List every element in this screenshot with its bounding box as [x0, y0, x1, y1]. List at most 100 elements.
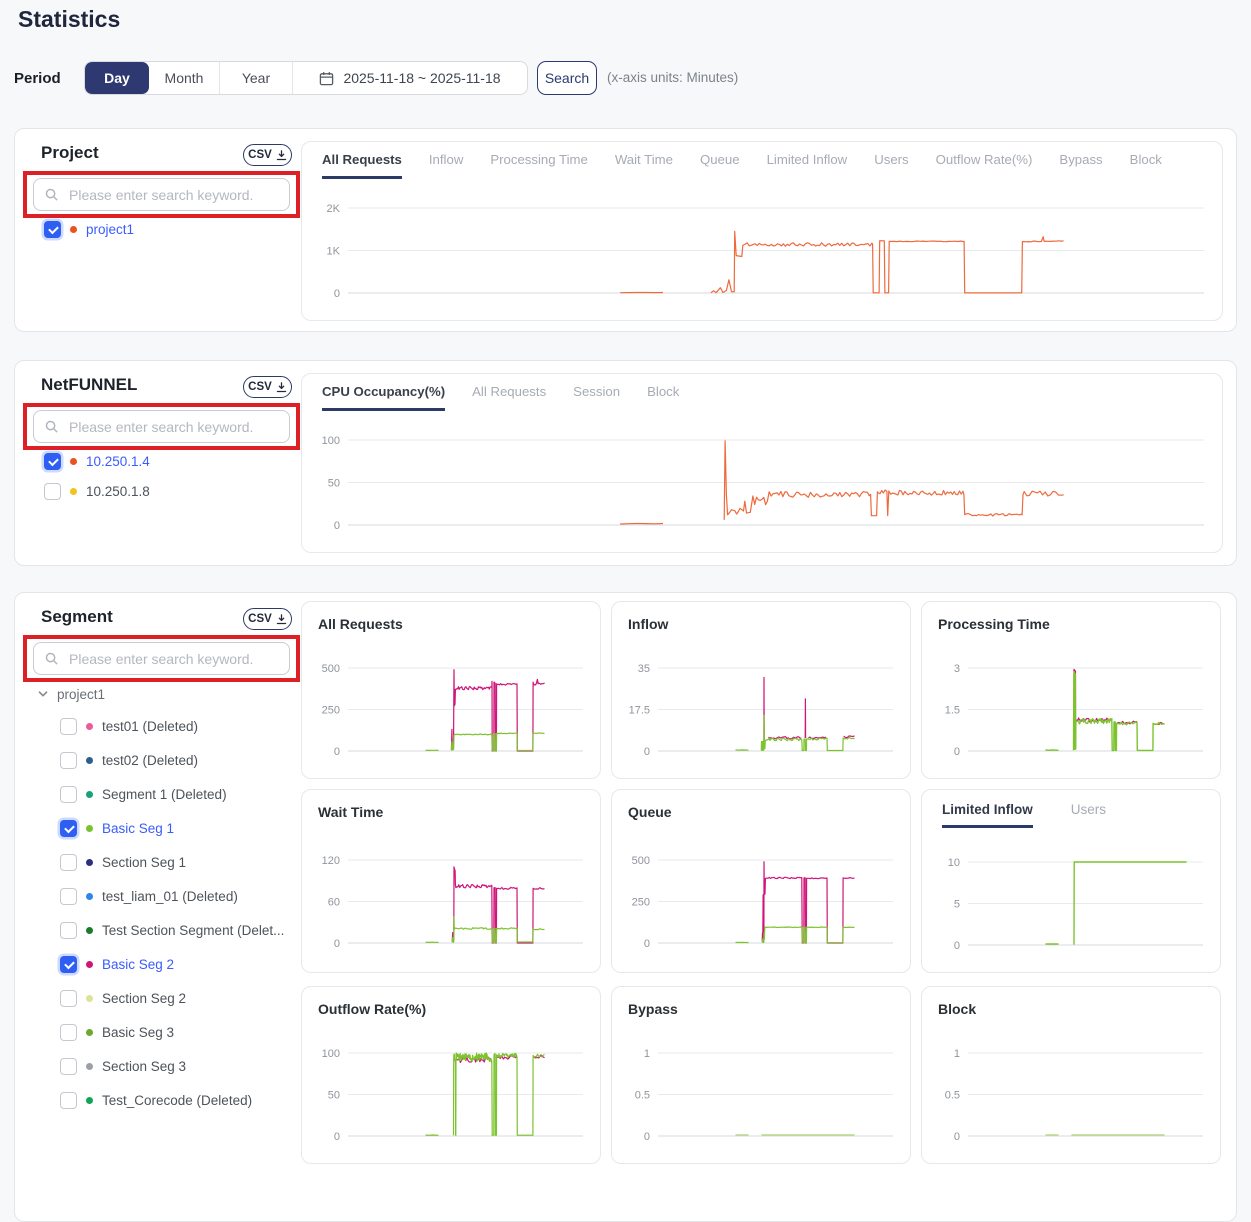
- segment-item[interactable]: test_liam_01 (Deleted): [60, 885, 238, 907]
- segment-item-label: test02 (Deleted): [102, 752, 199, 768]
- project-search-input[interactable]: [67, 185, 279, 204]
- svg-text:0: 0: [334, 288, 340, 300]
- svg-text:0: 0: [644, 1131, 650, 1143]
- svg-text:50: 50: [328, 1090, 340, 1102]
- series-color-dot: [86, 1062, 93, 1070]
- segment-item-label: Basic Seg 2: [102, 956, 175, 972]
- checkbox[interactable]: [60, 989, 77, 1007]
- segment-item-label: Section Seg 1: [102, 854, 187, 870]
- tab-bypass[interactable]: Bypass: [1059, 152, 1103, 167]
- checkbox[interactable]: [44, 220, 61, 238]
- segment-item[interactable]: Test_Corecode (Deleted): [60, 1089, 252, 1111]
- period-day-button[interactable]: Day: [85, 62, 149, 94]
- mini-chart-title: Wait Time: [318, 804, 384, 820]
- segment-item[interactable]: Basic Seg 2: [60, 953, 174, 975]
- checkbox[interactable]: [60, 853, 77, 871]
- netfunnel-item-10-250-1-4[interactable]: 10.250.1.4: [44, 450, 150, 472]
- tab-limited-inflow[interactable]: Limited Inflow: [942, 802, 1033, 828]
- segment-item[interactable]: Segment 1 (Deleted): [60, 783, 227, 805]
- tab-all-requests[interactable]: All Requests: [322, 152, 402, 179]
- checkbox[interactable]: [60, 819, 77, 837]
- checkbox[interactable]: [44, 482, 61, 500]
- search-icon: [44, 651, 59, 666]
- segment-panel: Segment CSV project1 test01 (Deleted) te…: [14, 592, 1237, 1222]
- tab-session[interactable]: Session: [573, 384, 621, 399]
- queue-chart: 0 250 500: [620, 846, 897, 956]
- tab-users[interactable]: Users: [1070, 802, 1107, 817]
- tab-cpu-occupancy[interactable]: CPU Occupancy(%): [322, 384, 446, 411]
- series-color-dot: [86, 824, 93, 832]
- tab-inflow[interactable]: Inflow: [428, 152, 464, 167]
- netfunnel-search-input[interactable]: [67, 417, 279, 436]
- download-icon: [276, 613, 287, 625]
- segment-item-label: Basic Seg 3: [102, 1024, 175, 1040]
- period-year-button[interactable]: Year: [219, 62, 292, 94]
- netfunnel-chart-card: CPU Occupancy(%) All Requests Session Bl…: [301, 373, 1223, 553]
- search-icon: [44, 419, 59, 434]
- checkbox[interactable]: [60, 1091, 77, 1109]
- series-color-dot: [86, 790, 93, 798]
- svg-text:500: 500: [632, 855, 650, 867]
- svg-text:0.5: 0.5: [945, 1090, 960, 1102]
- tab-queue[interactable]: Queue: [699, 152, 740, 167]
- tab-outflow-rate[interactable]: Outflow Rate(%): [935, 152, 1033, 167]
- segment-item[interactable]: Basic Seg 1: [60, 817, 174, 839]
- checkbox[interactable]: [60, 1023, 77, 1041]
- segment-item[interactable]: test01 (Deleted): [60, 715, 198, 737]
- search-button[interactable]: Search: [537, 61, 597, 95]
- tree-root-label: project1: [57, 686, 106, 702]
- wait-time-chart: 0 60 120: [310, 846, 587, 956]
- segment-item[interactable]: test02 (Deleted): [60, 749, 198, 771]
- segment-item[interactable]: Section Seg 2: [60, 987, 186, 1009]
- segment-item-label: test01 (Deleted): [102, 718, 199, 734]
- netfunnel-csv-button[interactable]: CSV: [243, 376, 292, 398]
- segment-item[interactable]: Test Section Segment (Delet...: [60, 919, 284, 941]
- netfunnel-item-label: 10.250.1.4: [86, 453, 150, 469]
- mini-chart-title: Bypass: [628, 1001, 678, 1017]
- checkbox[interactable]: [60, 1057, 77, 1075]
- tab-limited-inflow[interactable]: Limited Inflow: [766, 152, 848, 167]
- checkbox[interactable]: [60, 785, 77, 803]
- period-month-button[interactable]: Month: [164, 70, 204, 86]
- series-color-dot: [86, 1028, 93, 1036]
- project-item-project1[interactable]: project1: [44, 218, 134, 240]
- netfunnel-item-10-250-1-8[interactable]: 10.250.1.8: [44, 480, 150, 502]
- checkbox[interactable]: [60, 887, 77, 905]
- netfunnel-chart-tabs: CPU Occupancy(%) All Requests Session Bl…: [322, 384, 679, 411]
- axis-units-note: (x-axis units: Minutes): [607, 70, 739, 85]
- checkbox[interactable]: [60, 751, 77, 769]
- tab-all-requests[interactable]: All Requests: [472, 384, 547, 399]
- search-icon: [44, 187, 59, 202]
- project-chart-card: All Requests Inflow Processing Time Wait…: [301, 141, 1223, 321]
- checkbox[interactable]: [60, 955, 77, 973]
- tab-wait-time[interactable]: Wait Time: [614, 152, 673, 167]
- tab-block[interactable]: Block: [1129, 152, 1162, 167]
- svg-text:5: 5: [954, 899, 960, 911]
- project-search-box: [33, 178, 290, 211]
- checkbox[interactable]: [60, 921, 77, 939]
- segment-item-label: Section Seg 3: [102, 1058, 187, 1074]
- date-range-picker[interactable]: 2025-11-18 ~ 2025-11-18: [292, 62, 527, 94]
- checkbox[interactable]: [44, 452, 61, 470]
- segment-search-highlight: [23, 635, 300, 682]
- outflow-rate-card: Outflow Rate(%) 0 50 100: [301, 986, 601, 1164]
- segment-item[interactable]: Section Seg 1: [60, 851, 186, 873]
- checkbox[interactable]: [60, 717, 77, 735]
- tab-users[interactable]: Users: [874, 152, 909, 167]
- svg-text:3: 3: [954, 663, 960, 675]
- period-selector: Day Month Year 2025-11-18 ~ 2025-11-18: [84, 61, 528, 95]
- segment-item[interactable]: Section Seg 3: [60, 1055, 186, 1077]
- segment-csv-button[interactable]: CSV: [243, 608, 292, 630]
- segment-search-input[interactable]: [67, 649, 279, 668]
- segment-tree-root[interactable]: project1: [37, 684, 105, 704]
- netfunnel-line-chart: 0 50 100: [310, 426, 1208, 538]
- tab-block[interactable]: Block: [647, 384, 680, 399]
- date-range-value: 2025-11-18 ~ 2025-11-18: [343, 70, 501, 86]
- segment-item-label: Test Section Segment (Delet...: [102, 922, 285, 938]
- tab-processing-time[interactable]: Processing Time: [490, 152, 588, 167]
- limited-inflow-chart: 0 5 10: [930, 848, 1207, 958]
- segment-item[interactable]: Basic Seg 3: [60, 1021, 174, 1043]
- series-color-dot: [86, 994, 93, 1002]
- block-chart: 0 0.5 1: [930, 1039, 1207, 1149]
- project-csv-button[interactable]: CSV: [243, 144, 292, 166]
